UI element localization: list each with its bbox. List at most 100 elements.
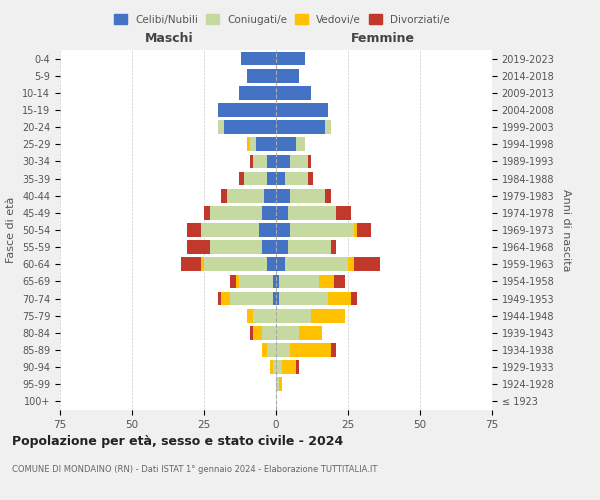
Bar [253, 154, 268, 168]
Bar [262, 206, 276, 220]
Bar [270, 360, 273, 374]
Bar [276, 258, 284, 271]
Bar [351, 292, 356, 306]
Bar [273, 360, 276, 374]
Bar [290, 343, 331, 357]
Bar [268, 343, 276, 357]
Bar [276, 120, 325, 134]
Bar [230, 292, 273, 306]
Bar [276, 223, 290, 237]
Bar [290, 189, 325, 202]
Bar [259, 223, 276, 237]
Text: Popolazione per età, sesso e stato civile - 2024: Popolazione per età, sesso e stato civil… [12, 435, 343, 448]
Bar [273, 292, 276, 306]
Bar [250, 326, 253, 340]
Bar [356, 223, 371, 237]
Bar [181, 258, 201, 271]
Bar [354, 223, 356, 237]
Bar [227, 189, 265, 202]
Bar [311, 309, 345, 322]
Bar [230, 274, 236, 288]
Bar [308, 154, 311, 168]
Bar [276, 206, 287, 220]
Bar [284, 258, 348, 271]
Bar [262, 240, 276, 254]
Bar [276, 69, 299, 82]
Bar [210, 206, 262, 220]
Bar [276, 103, 328, 117]
Bar [268, 154, 276, 168]
Text: Maschi: Maschi [145, 32, 194, 45]
Bar [337, 206, 351, 220]
Bar [224, 120, 276, 134]
Bar [262, 326, 276, 340]
Bar [250, 154, 253, 168]
Bar [276, 138, 296, 151]
Bar [239, 172, 244, 185]
Bar [250, 138, 256, 151]
Bar [328, 292, 351, 306]
Bar [334, 274, 345, 288]
Bar [218, 292, 221, 306]
Bar [247, 69, 276, 82]
Bar [276, 343, 290, 357]
Y-axis label: Anni di nascita: Anni di nascita [561, 188, 571, 271]
Bar [276, 326, 299, 340]
Bar [241, 52, 276, 66]
Bar [268, 258, 276, 271]
Legend: Celibi/Nubili, Coniugati/e, Vedovi/e, Divorziati/e: Celibi/Nubili, Coniugati/e, Vedovi/e, Di… [110, 10, 454, 29]
Bar [331, 343, 337, 357]
Bar [253, 309, 276, 322]
Bar [299, 326, 322, 340]
Bar [256, 138, 276, 151]
Bar [296, 360, 299, 374]
Bar [276, 292, 279, 306]
Bar [218, 103, 276, 117]
Bar [276, 189, 290, 202]
Bar [262, 343, 268, 357]
Bar [273, 274, 276, 288]
Bar [348, 258, 354, 271]
Bar [201, 258, 204, 271]
Bar [268, 172, 276, 185]
Bar [276, 240, 287, 254]
Bar [218, 120, 224, 134]
Bar [287, 206, 337, 220]
Bar [290, 154, 308, 168]
Bar [253, 326, 262, 340]
Bar [236, 274, 239, 288]
Bar [276, 172, 284, 185]
Bar [239, 274, 273, 288]
Y-axis label: Fasce di età: Fasce di età [7, 197, 16, 263]
Bar [265, 189, 276, 202]
Bar [325, 189, 331, 202]
Bar [221, 292, 230, 306]
Bar [279, 274, 319, 288]
Bar [319, 274, 334, 288]
Bar [247, 138, 250, 151]
Bar [354, 258, 380, 271]
Bar [290, 223, 354, 237]
Bar [239, 86, 276, 100]
Bar [287, 240, 331, 254]
Bar [204, 258, 268, 271]
Bar [331, 240, 337, 254]
Bar [247, 309, 253, 322]
Bar [276, 309, 311, 322]
Bar [244, 172, 268, 185]
Bar [279, 378, 282, 391]
Bar [187, 223, 201, 237]
Bar [204, 206, 210, 220]
Bar [276, 154, 290, 168]
Text: COMUNE DI MONDAINO (RN) - Dati ISTAT 1° gennaio 2024 - Elaborazione TUTTITALIA.I: COMUNE DI MONDAINO (RN) - Dati ISTAT 1° … [12, 465, 377, 474]
Bar [284, 172, 308, 185]
Bar [221, 189, 227, 202]
Bar [276, 52, 305, 66]
Bar [296, 138, 305, 151]
Bar [282, 360, 296, 374]
Bar [201, 223, 259, 237]
Bar [187, 240, 210, 254]
Bar [276, 360, 282, 374]
Bar [279, 292, 328, 306]
Bar [210, 240, 262, 254]
